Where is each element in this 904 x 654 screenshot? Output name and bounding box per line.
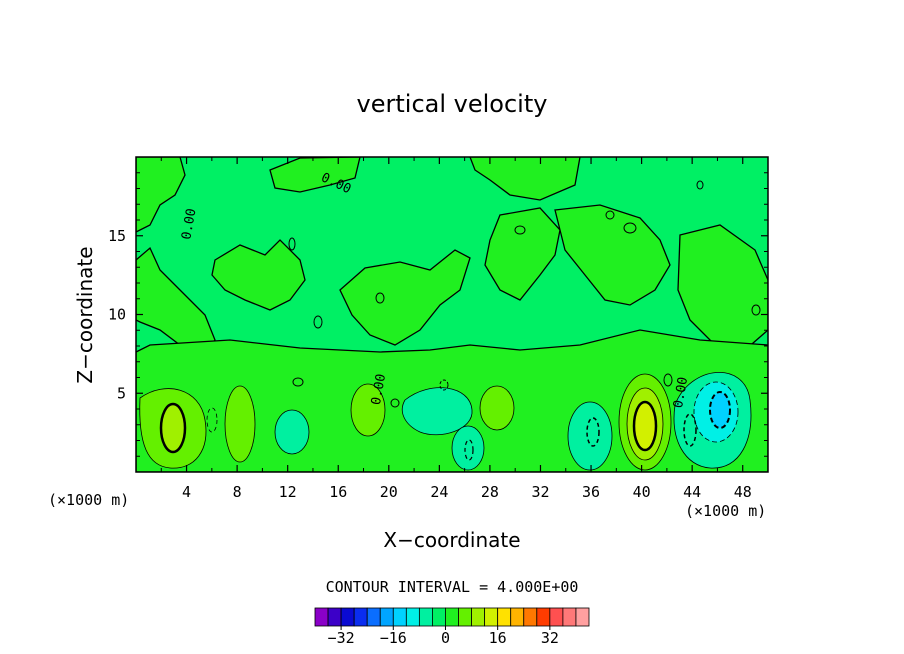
- colorbar-swatch: [497, 607, 512, 627]
- x-tick-label: 44: [683, 483, 701, 501]
- x-tick-label: 12: [279, 483, 297, 501]
- zero-contour-region: [677, 224, 768, 351]
- x-unit-left: (×1000 m): [48, 491, 129, 509]
- colorbar-swatch: [549, 607, 564, 627]
- contour-value-label: 0.00: [671, 376, 691, 409]
- small-contour: [663, 373, 673, 387]
- y-tick-label: 15: [108, 227, 126, 245]
- small-contour: [439, 379, 449, 391]
- downdraft-cell: [206, 407, 218, 433]
- x-tick-label: 16: [329, 483, 347, 501]
- colorbar-tick-label: 0: [441, 629, 450, 647]
- small-contour: [605, 210, 615, 220]
- downdraft-cell: [451, 425, 485, 471]
- colorbar-swatch: [314, 607, 329, 627]
- x-tick-label: 32: [531, 483, 549, 501]
- colorbar-swatch: [445, 607, 459, 627]
- x-tick-label: 40: [633, 483, 651, 501]
- colorbar-swatch: [471, 607, 486, 627]
- downdraft-cell: [683, 413, 697, 447]
- colorbar-tick-label: 32: [541, 629, 559, 647]
- colorbar-swatch: [562, 607, 577, 627]
- zero-contour-region: [269, 157, 361, 193]
- small-contour: [375, 292, 385, 304]
- colorbar-swatch: [340, 607, 355, 627]
- y-tick-label: 5: [117, 384, 126, 402]
- contour-value-label: 0.00: [369, 373, 389, 406]
- small-contour: [623, 222, 637, 234]
- x-axis-label: X−coordinate: [383, 528, 520, 552]
- chart-title: vertical velocity: [357, 90, 548, 118]
- downdraft-core: [709, 391, 731, 429]
- zero-contour-region: [484, 207, 561, 301]
- updraft-cell: [350, 383, 386, 437]
- small-contour: [751, 304, 761, 316]
- zero-contour-region: [469, 157, 581, 201]
- colorbar-swatch: [327, 607, 342, 627]
- updraft-cell: [224, 385, 256, 463]
- x-tick-label: 36: [582, 483, 600, 501]
- colorbar-tick-label: −16: [380, 629, 407, 647]
- colorbar: [314, 607, 590, 627]
- colorbar-swatch: [432, 607, 446, 627]
- colorbar-swatch: [353, 607, 368, 627]
- y-axis-label: Z−coordinate: [73, 246, 97, 383]
- colorbar-swatch: [523, 607, 538, 627]
- small-contour: [696, 180, 704, 190]
- x-tick-label: 20: [380, 483, 398, 501]
- contour-field: [136, 157, 768, 472]
- downdraft-cell: [567, 401, 613, 471]
- x-tick-label: 24: [430, 483, 448, 501]
- x-tick-label: 4: [182, 483, 191, 501]
- zero-contour-region: [136, 157, 186, 233]
- colorbar-swatch: [392, 607, 407, 627]
- x-tick-label: 48: [734, 483, 752, 501]
- x-axis: 4 8 12 16 20 24 28 32 36 40 44 48: [160, 157, 752, 501]
- zero-contour-region: [339, 249, 471, 346]
- small-contour: [288, 237, 296, 251]
- colorbar-swatch: [366, 607, 381, 627]
- zero-contour-region: [554, 204, 671, 306]
- colorbar-swatch: [484, 607, 499, 627]
- colorbar-labels: −32 −16 0 16 32: [328, 626, 559, 647]
- updraft-cell: [479, 385, 515, 431]
- zero-contour-region: [211, 239, 306, 311]
- colorbar-swatch: [458, 607, 472, 627]
- contour-interval-label: CONTOUR INTERVAL = 4.000E+00: [326, 578, 579, 596]
- y-tick-label: 10: [108, 306, 126, 324]
- colorbar-swatch: [379, 607, 394, 627]
- colorbar-swatch: [536, 607, 551, 627]
- contour-value-label: 0.00: [179, 207, 199, 240]
- downdraft-cell: [274, 409, 310, 455]
- updraft-core: [159, 402, 187, 454]
- x-unit-right: (×1000 m): [685, 502, 766, 520]
- colorbar-tick-label: −32: [328, 629, 355, 647]
- colorbar-swatch: [575, 607, 590, 627]
- colorbar-tick-label: 16: [489, 629, 507, 647]
- colorbar-swatch: [510, 607, 525, 627]
- x-tick-label: 8: [233, 483, 242, 501]
- updraft-core: [632, 400, 658, 452]
- downdraft-cell: [464, 439, 474, 461]
- small-contour: [390, 398, 400, 408]
- small-contour: [514, 225, 526, 235]
- colorbar-swatch: [418, 607, 433, 627]
- small-contour: [313, 315, 323, 329]
- colorbar-swatch: [405, 607, 420, 627]
- y-axis: 5 10 15: [108, 172, 768, 457]
- downdraft-cell: [586, 417, 600, 447]
- small-contour: [292, 377, 304, 387]
- zero-contour-region: [136, 246, 216, 353]
- x-tick-label: 28: [481, 483, 499, 501]
